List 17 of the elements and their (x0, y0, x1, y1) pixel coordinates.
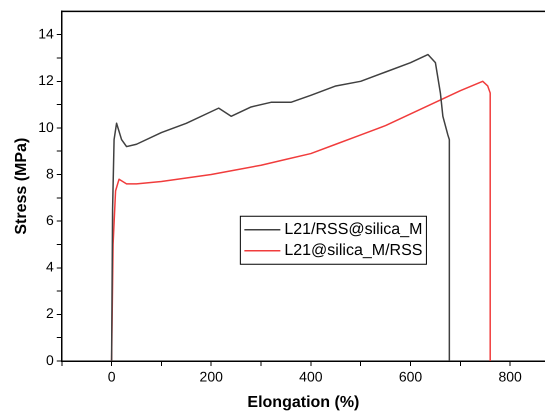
y-tick-label: 6 (46, 212, 54, 228)
x-tick-label: 800 (498, 368, 522, 384)
y-tick-label: 4 (46, 258, 54, 275)
legend-label: L21@silica_M/RSS (284, 242, 422, 260)
x-axis-title: Elongation (%) (247, 394, 360, 411)
y-tick-label: 12 (38, 72, 54, 88)
y-tick-label: 0 (46, 352, 54, 368)
x-tick-label: 600 (398, 368, 422, 384)
x-tick-label: 200 (200, 368, 224, 384)
y-axis-title: Stress (MPa) (13, 138, 30, 235)
y-tick-label: 8 (46, 165, 54, 182)
x-tick-label: 400 (299, 368, 323, 384)
y-tick-label: 14 (38, 26, 54, 42)
x-tick-label: 0 (108, 368, 116, 384)
legend-label: L21/RSS@silica_M (284, 221, 422, 238)
y-tick-label: 10 (38, 118, 54, 135)
y-tick-label: 2 (46, 305, 54, 322)
